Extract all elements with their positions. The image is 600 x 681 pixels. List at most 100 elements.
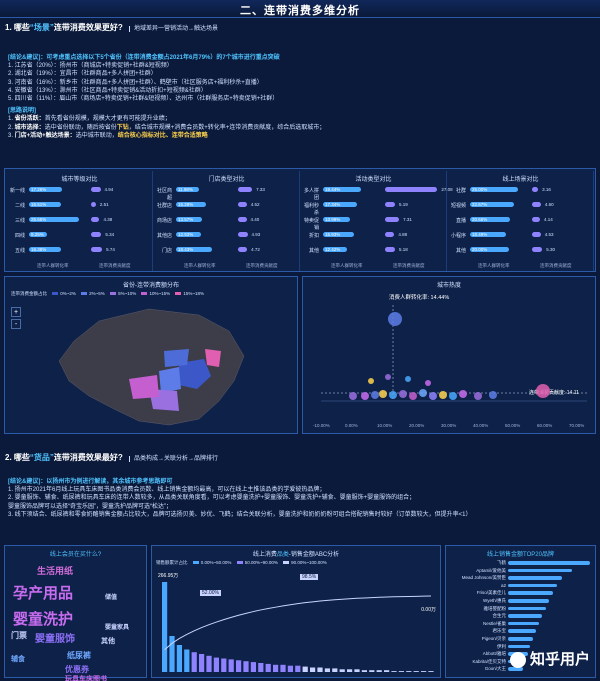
mini-bar-b[interactable] [532, 202, 541, 207]
abc-bar[interactable] [258, 663, 264, 672]
mini-bar-a[interactable] [323, 232, 354, 237]
brand-bar[interactable] [508, 637, 533, 641]
abc-bar[interactable] [369, 670, 375, 672]
mini-bar-b[interactable] [532, 217, 540, 222]
mini-bar-b[interactable] [91, 187, 101, 192]
scatter-point[interactable] [361, 392, 369, 400]
mini-bar-b[interactable] [385, 217, 400, 222]
mini-bar-a[interactable] [176, 232, 201, 237]
region-sichuan[interactable] [129, 375, 159, 399]
abc-bar[interactable] [376, 670, 382, 672]
abc-bar[interactable] [162, 582, 168, 672]
mini-bar-a[interactable] [29, 217, 79, 222]
region-anhui[interactable] [179, 359, 211, 389]
brand-bar[interactable] [508, 583, 558, 588]
mini-bar-a[interactable] [176, 247, 212, 252]
scatter-point[interactable] [405, 376, 411, 382]
mini-bar-a[interactable] [176, 217, 203, 222]
scatter-plot[interactable] [313, 301, 591, 423]
scatter-point[interactable] [474, 392, 482, 400]
brand-bar[interactable] [508, 568, 572, 573]
mini-bar-a[interactable] [470, 217, 510, 222]
brand-bar[interactable] [508, 644, 531, 649]
abc-bar[interactable] [280, 664, 286, 672]
mini-bar-b[interactable] [385, 247, 395, 252]
abc-bar[interactable] [206, 655, 212, 672]
mini-bar-b[interactable] [91, 202, 96, 207]
mini-bar-b[interactable] [385, 202, 396, 207]
abc-bar[interactable] [265, 663, 271, 672]
mini-chart[interactable]: 城市等级对比 新一线 17.26% 4.94 二线 16.51% 2.51 三线 25.65% 4… [7, 171, 153, 271]
abc-bar[interactable] [273, 664, 279, 672]
abc-bar[interactable] [184, 649, 190, 673]
scatter-point[interactable] [449, 392, 457, 400]
map-zoom-in-button[interactable]: + [11, 307, 21, 317]
abc-bar[interactable] [221, 658, 227, 673]
abc-bar[interactable] [236, 660, 242, 672]
abc-bar[interactable] [250, 662, 256, 672]
region-hubei[interactable] [159, 367, 181, 393]
scatter-point[interactable] [399, 390, 407, 398]
brand-bar[interactable] [508, 606, 546, 611]
mini-bar-a[interactable] [470, 187, 519, 192]
map-zoom-out-button[interactable]: - [11, 319, 21, 329]
scatter-point[interactable] [371, 391, 379, 399]
brand-bar[interactable] [508, 576, 563, 580]
scatter-point[interactable] [425, 380, 431, 386]
abc-bar[interactable] [428, 671, 434, 672]
scatter-point[interactable] [429, 392, 437, 400]
brand-bar[interactable] [508, 621, 540, 626]
mini-bar-b[interactable] [238, 232, 248, 237]
mini-bar-b[interactable] [91, 247, 103, 252]
abc-bar[interactable] [295, 665, 301, 672]
wordcloud-word[interactable]: 纸尿裤 [67, 651, 91, 660]
wordcloud-word[interactable]: 玩具车床图书 [65, 676, 107, 681]
scatter-point[interactable] [385, 374, 391, 380]
abc-bar[interactable] [354, 669, 360, 672]
scatter-point[interactable] [439, 391, 447, 399]
abc-bar[interactable] [391, 671, 397, 672]
mini-bar-a[interactable] [29, 232, 47, 237]
mini-bar-a[interactable] [29, 187, 63, 192]
mini-bar-a[interactable] [176, 202, 206, 207]
mini-bar-b[interactable] [532, 247, 543, 252]
mini-bar-a[interactable] [323, 187, 361, 192]
scatter-point[interactable] [388, 312, 402, 326]
wordcloud-word[interactable]: 婴童洗护 [13, 611, 74, 628]
abc-bar[interactable] [213, 657, 219, 672]
abc-bar[interactable] [176, 645, 182, 672]
abc-bar[interactable] [413, 671, 419, 672]
brand-bar[interactable] [508, 599, 549, 603]
scatter-point[interactable] [536, 384, 550, 398]
mini-bar-b[interactable] [532, 232, 541, 237]
abc-bar[interactable] [317, 667, 323, 673]
brand-bar[interactable] [508, 667, 523, 671]
brand-bar[interactable] [508, 591, 554, 595]
mini-bar-a[interactable] [176, 187, 200, 192]
mini-bar-a[interactable] [323, 217, 351, 222]
wordcloud-word[interactable]: 其他 [101, 638, 115, 645]
scatter-point[interactable] [409, 392, 417, 400]
abc-bar[interactable] [324, 668, 330, 672]
mini-bar-b[interactable] [385, 187, 438, 192]
abc-bar[interactable] [199, 654, 205, 672]
wordcloud-word[interactable]: 婴童服饰 [35, 634, 75, 645]
region-jiangsu[interactable] [205, 349, 221, 367]
abc-bar[interactable] [287, 665, 293, 672]
mini-bar-a[interactable] [470, 232, 506, 237]
abc-bar[interactable] [191, 652, 197, 672]
scatter-point[interactable] [349, 392, 357, 400]
mini-bar-a[interactable] [470, 202, 514, 207]
scatter-point[interactable] [368, 378, 374, 384]
mini-bar-b[interactable] [532, 187, 539, 192]
brand-bar[interactable] [508, 614, 543, 618]
mini-bar-a[interactable] [323, 202, 357, 207]
abc-bar[interactable] [310, 667, 316, 673]
mini-bar-b[interactable] [238, 187, 253, 192]
abc-bar[interactable] [398, 671, 404, 672]
region-henan[interactable] [164, 349, 189, 367]
abc-bar[interactable] [406, 671, 412, 672]
scatter-point[interactable] [389, 391, 397, 399]
abc-bar[interactable] [339, 669, 345, 672]
mini-bar-a[interactable] [323, 247, 347, 252]
